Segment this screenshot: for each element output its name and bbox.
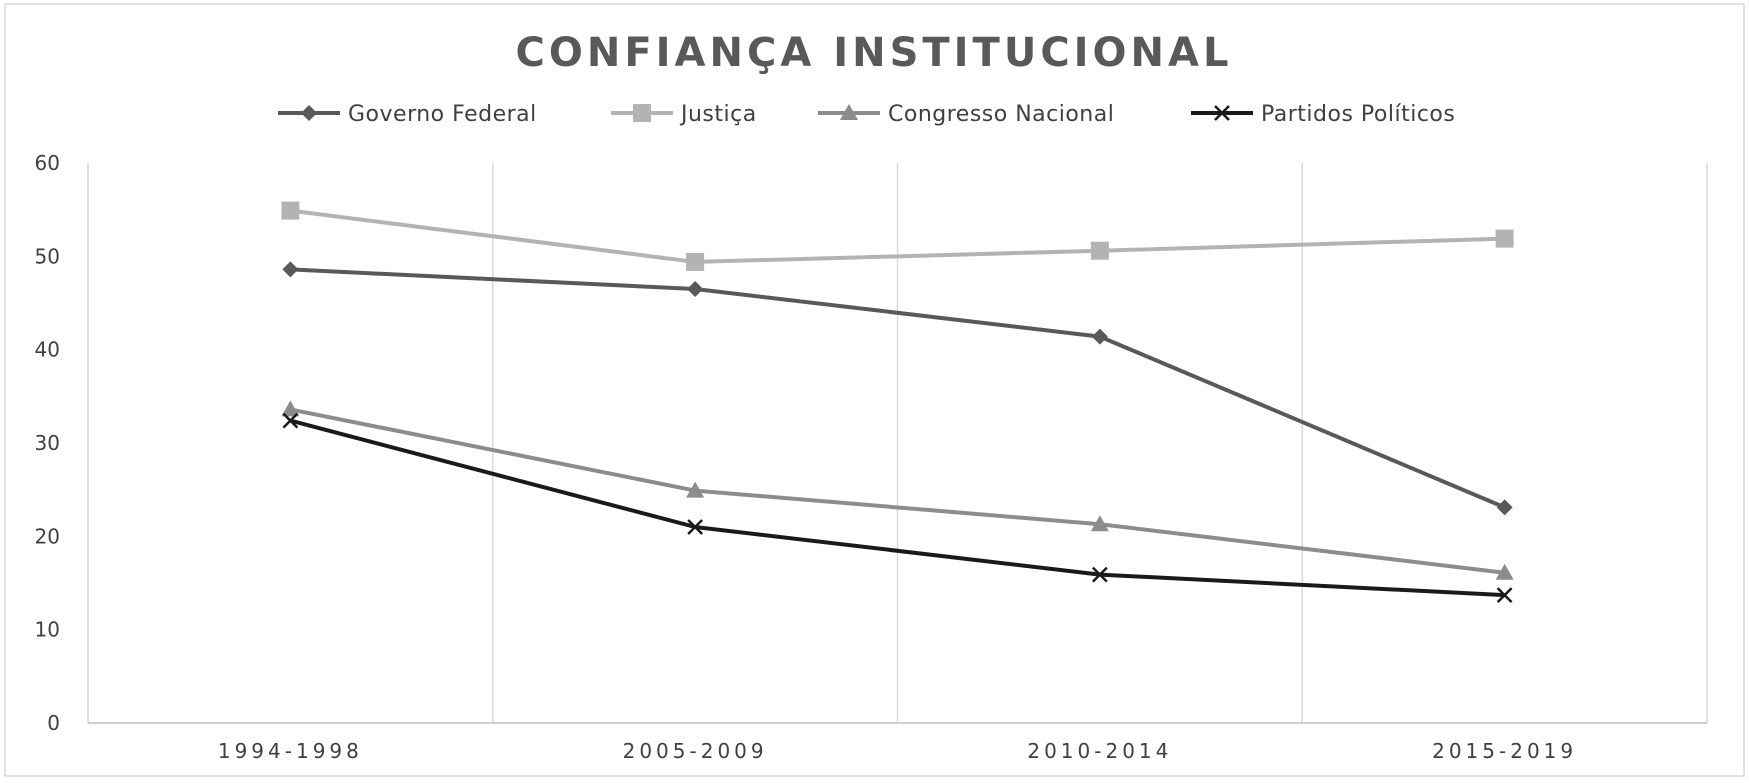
data-point <box>1496 499 1513 516</box>
legend-label: Governo Federal <box>348 102 537 127</box>
data-point <box>1496 587 1513 604</box>
x-axis: 1994-1998 2005-2009 2010-2014 2015-2019 <box>218 739 1577 763</box>
y-tick-label: 10 <box>35 618 60 642</box>
data-point <box>281 400 300 417</box>
series-governo-federal <box>282 261 1513 516</box>
legend-label: Congresso Nacional <box>888 102 1114 127</box>
data-point <box>1091 566 1108 583</box>
legend-entry: Governo Federal <box>278 102 537 127</box>
legend-marker <box>1214 105 1230 121</box>
legend-entry: Justiça <box>611 102 757 127</box>
legend-label: Justiça <box>679 102 757 127</box>
series-justi-a <box>281 201 1514 271</box>
y-tick-label: 50 <box>35 244 60 268</box>
data-point <box>687 281 704 297</box>
data-point <box>687 519 704 535</box>
data-point <box>1090 515 1109 532</box>
data-point <box>1090 241 1109 260</box>
data-point <box>686 481 705 498</box>
data-point <box>686 252 705 271</box>
data-point <box>1091 328 1108 345</box>
x-tick-label: 2010-2014 <box>1027 739 1172 763</box>
legend-marker <box>633 104 651 122</box>
y-tick-label: 0 <box>47 711 60 735</box>
series-line <box>290 267 1506 510</box>
series-congresso-nacional <box>281 400 1514 580</box>
plot-area <box>281 201 1514 604</box>
legend: Governo Federal Justiça Congresso Nacional… <box>278 102 1455 127</box>
x-tick-label: 2015-2019 <box>1432 739 1577 763</box>
y-tick-label: 40 <box>35 338 60 362</box>
data-point <box>281 201 300 220</box>
legend-label: Partidos Políticos <box>1261 102 1455 127</box>
data-point <box>1495 229 1514 248</box>
x-tick-label: 1994-1998 <box>218 739 363 763</box>
series-line <box>290 208 1505 264</box>
legend-entry: Partidos Políticos <box>1191 102 1455 127</box>
chart-title: CONFIANÇA INSTITUCIONAL <box>516 30 1233 76</box>
series-line <box>289 407 1505 575</box>
y-axis: 0 10 20 30 40 50 60 <box>35 151 60 735</box>
legend-entry: Congresso Nacional <box>818 102 1114 127</box>
chart-border <box>4 3 1745 777</box>
y-tick-label: 60 <box>35 151 60 175</box>
x-tick-label: 2005-2009 <box>623 739 768 763</box>
data-point <box>282 412 299 429</box>
y-tick-label: 30 <box>35 431 60 455</box>
legend-marker <box>840 104 858 120</box>
data-point <box>1495 563 1514 580</box>
y-tick-label: 20 <box>35 524 60 548</box>
series-partidos-pol-ticos <box>282 412 1513 604</box>
legend-marker <box>301 105 317 121</box>
data-point <box>282 261 299 278</box>
series-line <box>289 418 1505 598</box>
